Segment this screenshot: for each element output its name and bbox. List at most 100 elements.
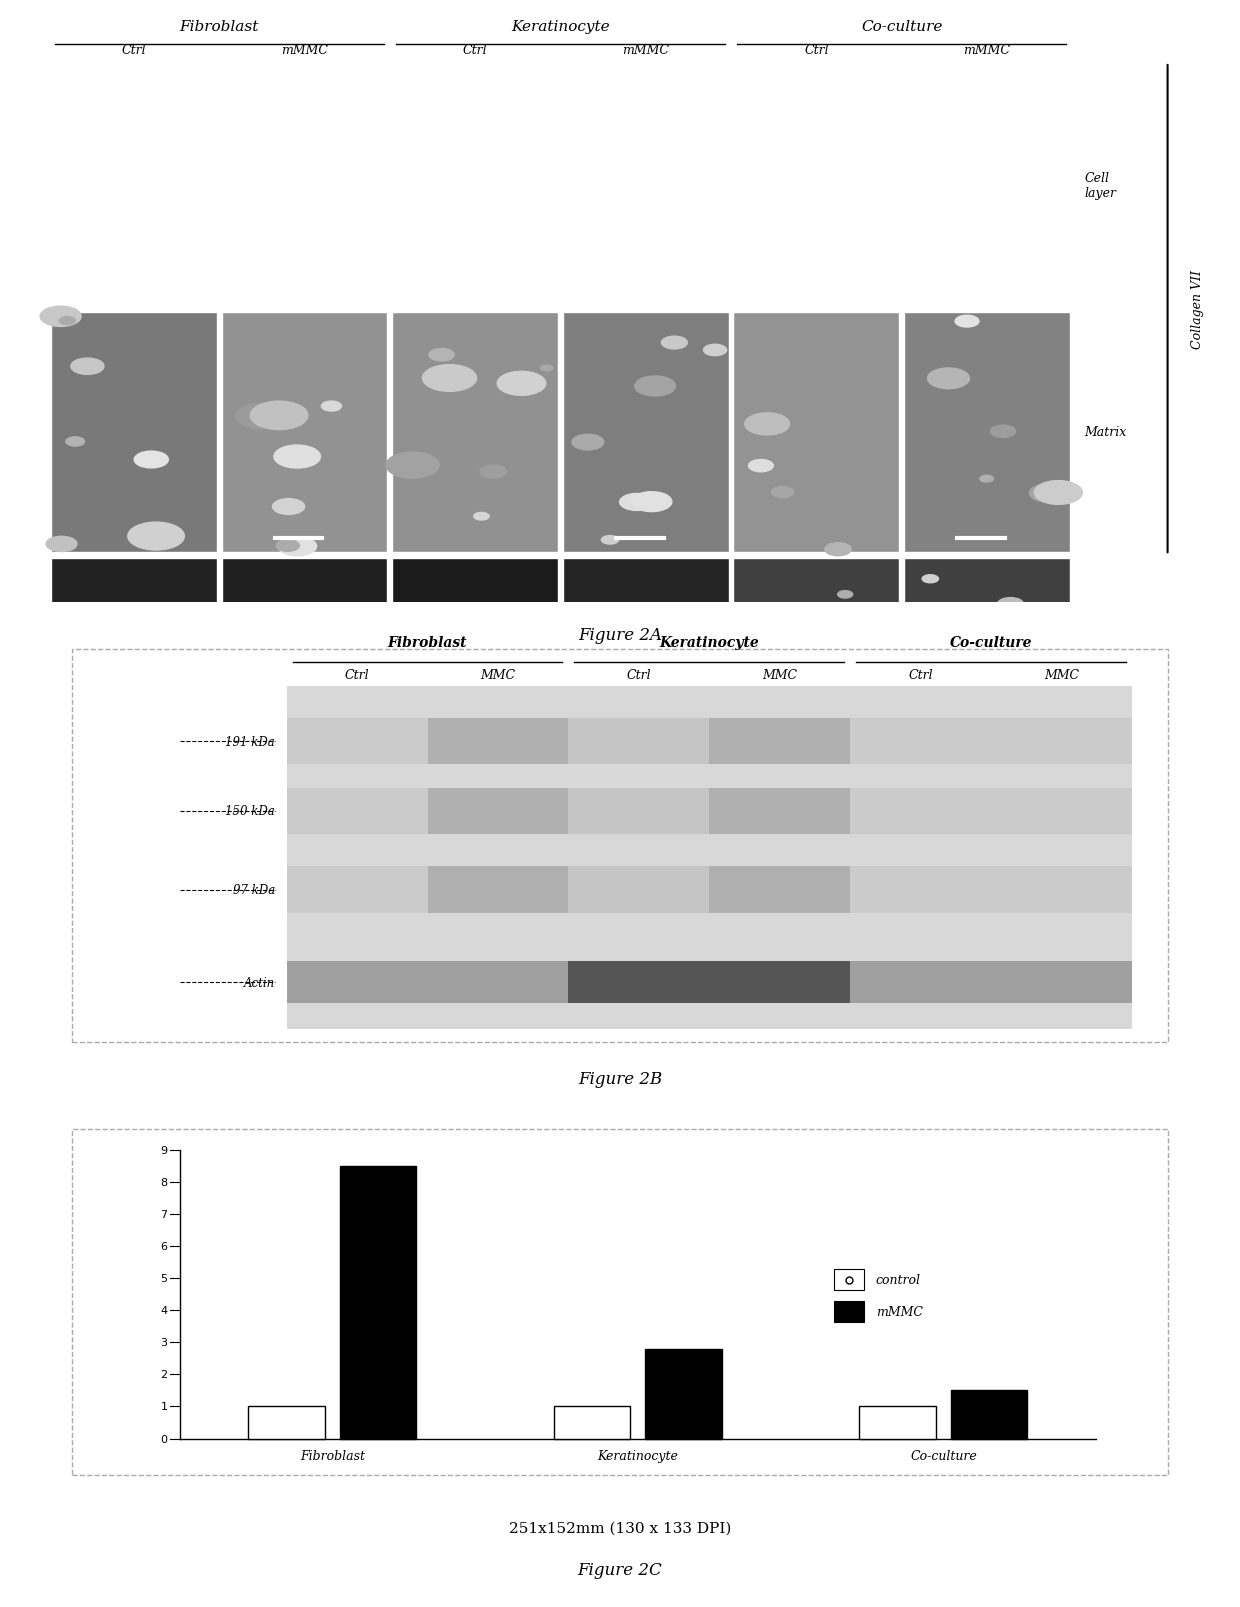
Circle shape [703, 346, 727, 357]
Text: mMMC: mMMC [963, 43, 1011, 58]
Circle shape [386, 453, 439, 479]
Circle shape [842, 604, 853, 609]
Bar [428, 787, 568, 834]
Bar [51, 312, 217, 553]
Bar [991, 718, 1132, 765]
Circle shape [474, 513, 489, 521]
Circle shape [274, 445, 320, 469]
Bar [991, 961, 1132, 1003]
Text: Ctrl: Ctrl [626, 669, 651, 681]
Bar [392, 559, 558, 799]
Circle shape [863, 694, 900, 712]
Text: Keratinocyte: Keratinocyte [598, 1450, 678, 1462]
Bar [851, 787, 991, 834]
Text: Ctrl: Ctrl [345, 669, 370, 681]
Bar [646, 1348, 722, 1438]
Bar [835, 1302, 864, 1323]
Bar [991, 866, 1132, 913]
Circle shape [134, 452, 169, 469]
Text: 2: 2 [160, 1369, 167, 1379]
Bar [248, 1406, 325, 1438]
Bar [859, 1406, 936, 1438]
Bar [222, 559, 387, 799]
Bar [51, 559, 217, 799]
Text: 9: 9 [160, 1144, 167, 1155]
Bar [709, 961, 851, 1003]
Text: Ctrl: Ctrl [463, 43, 487, 58]
Text: 4: 4 [160, 1305, 167, 1316]
Circle shape [250, 402, 308, 431]
Text: 1: 1 [161, 1401, 167, 1411]
Text: Co-culture: Co-culture [950, 635, 1032, 649]
Text: Ctrl: Ctrl [908, 669, 932, 681]
Text: 6: 6 [161, 1241, 167, 1252]
Circle shape [923, 575, 939, 583]
Text: Figure 2C: Figure 2C [578, 1562, 662, 1578]
Text: 8: 8 [160, 1176, 167, 1188]
Text: mMMC: mMMC [875, 1305, 923, 1318]
Bar [568, 866, 709, 913]
Circle shape [771, 487, 794, 498]
Circle shape [278, 537, 316, 556]
Bar [72, 649, 1168, 1043]
Text: 3: 3 [161, 1337, 167, 1347]
Text: 251x152mm (130 x 133 DPI): 251x152mm (130 x 133 DPI) [508, 1520, 732, 1535]
Bar [904, 559, 1070, 799]
Text: Fibroblast: Fibroblast [180, 19, 259, 34]
Circle shape [60, 318, 76, 326]
Text: Co-culture: Co-culture [910, 1450, 977, 1462]
Circle shape [661, 337, 687, 350]
Bar [991, 787, 1132, 834]
Circle shape [429, 349, 454, 362]
Bar [835, 1270, 864, 1290]
Text: Ctrl: Ctrl [122, 43, 146, 58]
Bar [392, 312, 558, 553]
Bar [734, 312, 899, 553]
Bar [428, 961, 568, 1003]
Circle shape [423, 365, 476, 392]
Bar [286, 866, 428, 913]
Bar [428, 866, 568, 913]
Text: Keratinocyte: Keratinocyte [660, 635, 759, 649]
Circle shape [1029, 485, 1065, 503]
Circle shape [997, 598, 1023, 611]
Circle shape [236, 403, 288, 429]
Bar [563, 559, 729, 799]
Bar [428, 718, 568, 765]
Circle shape [1034, 482, 1083, 505]
Circle shape [749, 460, 774, 472]
Bar [568, 718, 709, 765]
Text: Fibroblast: Fibroblast [388, 635, 467, 649]
Bar [851, 961, 991, 1003]
Circle shape [635, 376, 676, 397]
Text: Figure 2A: Figure 2A [578, 627, 662, 643]
Bar [851, 718, 991, 765]
Circle shape [838, 591, 853, 599]
Text: Actin: Actin [243, 975, 275, 988]
Circle shape [572, 435, 604, 450]
Circle shape [631, 492, 672, 513]
Bar [734, 559, 899, 799]
Circle shape [825, 543, 852, 556]
Text: 0: 0 [161, 1433, 167, 1443]
Bar [563, 312, 729, 553]
Bar [286, 787, 428, 834]
Bar [72, 1130, 1168, 1475]
Text: 191 kDa: 191 kDa [224, 736, 275, 749]
Text: Collagen VII: Collagen VII [1192, 270, 1204, 349]
Text: mMMC: mMMC [622, 43, 670, 58]
Circle shape [273, 500, 305, 516]
Circle shape [541, 366, 553, 371]
Circle shape [128, 522, 185, 551]
Circle shape [321, 402, 341, 411]
Bar [554, 1406, 630, 1438]
Circle shape [480, 466, 507, 479]
Text: 5: 5 [161, 1273, 167, 1284]
Bar [286, 718, 428, 765]
Bar [568, 961, 709, 1003]
Text: mMMC: mMMC [281, 43, 329, 58]
Bar [709, 718, 851, 765]
Text: 97 kDa: 97 kDa [233, 884, 275, 897]
Bar [951, 1390, 1028, 1438]
Bar [286, 961, 428, 1003]
